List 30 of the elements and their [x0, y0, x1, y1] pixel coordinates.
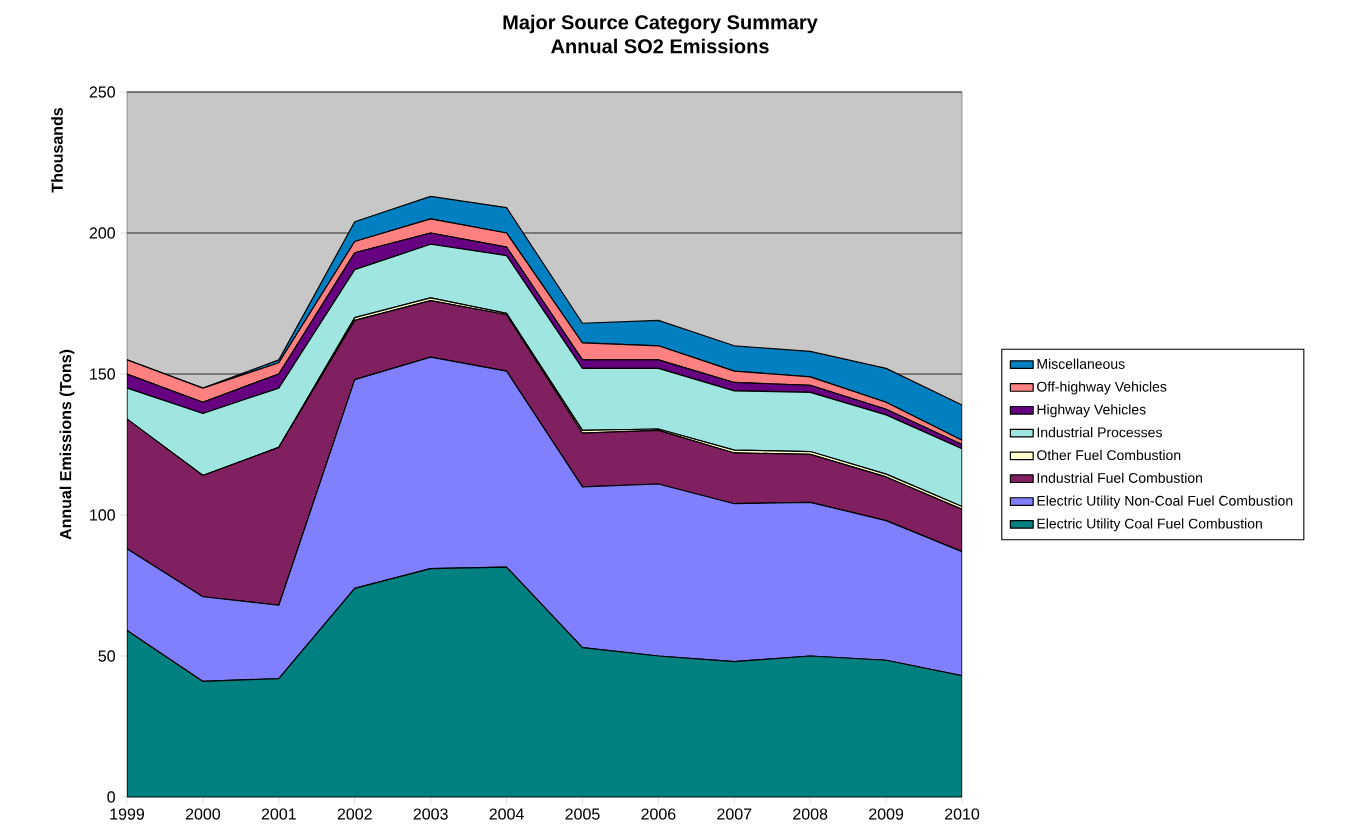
x-tick-label: 2005: [565, 808, 600, 820]
legend-label: Miscellaneous: [1037, 358, 1125, 369]
legend-label: Off-highway Vehicles: [1037, 381, 1167, 395]
y-axis-title: Annual Emissions (Tons): [59, 349, 75, 540]
legend-label: Other Fuel Combustion: [1037, 449, 1181, 461]
x-tick-label: 2007: [717, 808, 752, 820]
x-tick-label: 2002: [337, 808, 372, 820]
text: Thousands: [51, 107, 63, 193]
x-tick-label: 2008: [793, 808, 828, 820]
legend-label: Highway Vehicles: [1037, 404, 1146, 418]
y-tick-label: 50: [98, 650, 115, 662]
x-tick-label: 1999: [110, 808, 145, 820]
y-tick-label: 250: [89, 86, 115, 98]
x-tick-label: 2003: [413, 808, 448, 820]
x-tick-label: 2009: [869, 808, 904, 820]
legend-label: Electric Utility Non-Coal Fuel Combustion: [1037, 495, 1293, 509]
legend-label: Electric Utility Coal Fuel Combustion: [1037, 518, 1262, 532]
chart-subtitle: Annual SO2 Emissions: [551, 38, 769, 54]
legend-label: Industrial Processes: [1037, 427, 1162, 438]
legend-label: Industrial Fuel Combustion: [1037, 472, 1202, 483]
x-tick-label: 2010: [945, 808, 980, 820]
x-tick-label: 2001: [261, 808, 296, 820]
chart-title: Major Source Category Summary: [503, 14, 818, 34]
y-tick-label: 0: [107, 791, 116, 803]
x-tick-label: 2006: [641, 808, 676, 820]
y-tick-label: 150: [90, 368, 115, 380]
x-tick-label: 2004: [489, 808, 524, 820]
x-tick-label: 2000: [185, 808, 221, 820]
y-tick-label: 200: [89, 227, 115, 239]
y-tick-label: 100: [90, 509, 115, 521]
